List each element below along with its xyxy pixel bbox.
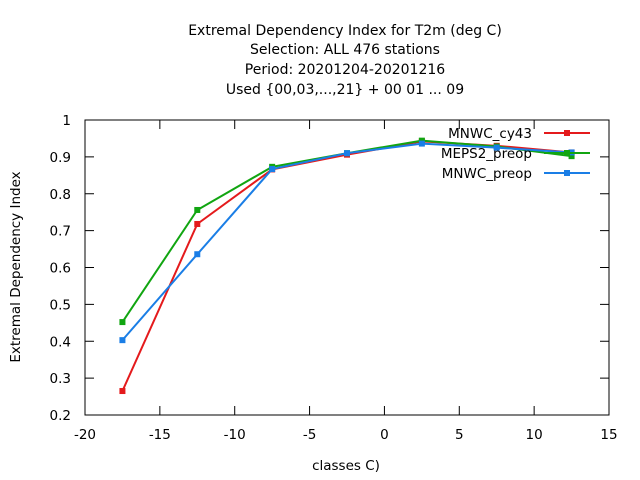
series-layer [119,137,575,395]
y-tick-label: 1 [62,113,71,129]
y-axis: 0.2 0.3 0.4 0.5 0.6 0.7 0.8 0.9 1 [50,113,609,424]
title-line: Selection: ALL 476 stations [250,42,440,58]
chart-title: Extremal Dependency Index for T2m (deg C… [188,23,502,98]
y-tick-label: 0.9 [50,150,71,166]
data-point [194,206,201,213]
x-tick-label: 15 [600,427,617,443]
legend-marker [564,130,570,136]
legend-marker [564,170,570,176]
data-point [119,388,126,395]
y-tick-label: 0.4 [50,334,71,350]
legend-label: MEPS2_preop [441,146,532,162]
data-point [344,150,350,157]
x-tick-label: 10 [526,427,543,443]
title-line: Used {00,03,...,21} + 00 01 ... 09 [226,82,464,98]
data-point [269,166,276,173]
x-tick-label: -10 [224,427,246,443]
data-point [568,153,575,160]
x-tick-label: -15 [149,427,171,443]
x-axis: -20 -15 -10 -5 0 5 10 15 [74,120,618,443]
x-tick-label: 5 [455,427,464,443]
data-point [119,337,126,344]
x-axis-label: classes C) [312,458,380,474]
legend-marker [564,150,570,156]
plot-frame [84,119,610,416]
data-point [493,144,500,151]
title-line: Extremal Dependency Index for T2m (deg C… [188,23,502,39]
y-tick-label: 0.6 [50,261,71,277]
legend: MNWC_cy43 MEPS2_preop MNWC_preop [441,126,590,182]
y-tick-label: 0.3 [50,371,71,387]
y-tick-label: 0.8 [50,187,71,203]
y-axis-label: Extremal Dependency Index [8,171,24,362]
data-point [194,220,201,227]
x-tick-label: 0 [380,427,389,443]
title-line: Period: 20201204-20201216 [245,62,445,78]
data-point [418,140,425,147]
data-point [194,251,201,258]
legend-label: MNWC_preop [442,166,532,182]
y-tick-label: 0.2 [50,408,71,424]
data-point [119,319,126,326]
legend-label: MNWC_cy43 [448,126,532,142]
x-tick-label: -5 [303,427,316,443]
x-tick-label: -20 [74,427,96,443]
y-tick-label: 0.7 [50,224,71,240]
y-tick-label: 0.5 [50,297,71,313]
